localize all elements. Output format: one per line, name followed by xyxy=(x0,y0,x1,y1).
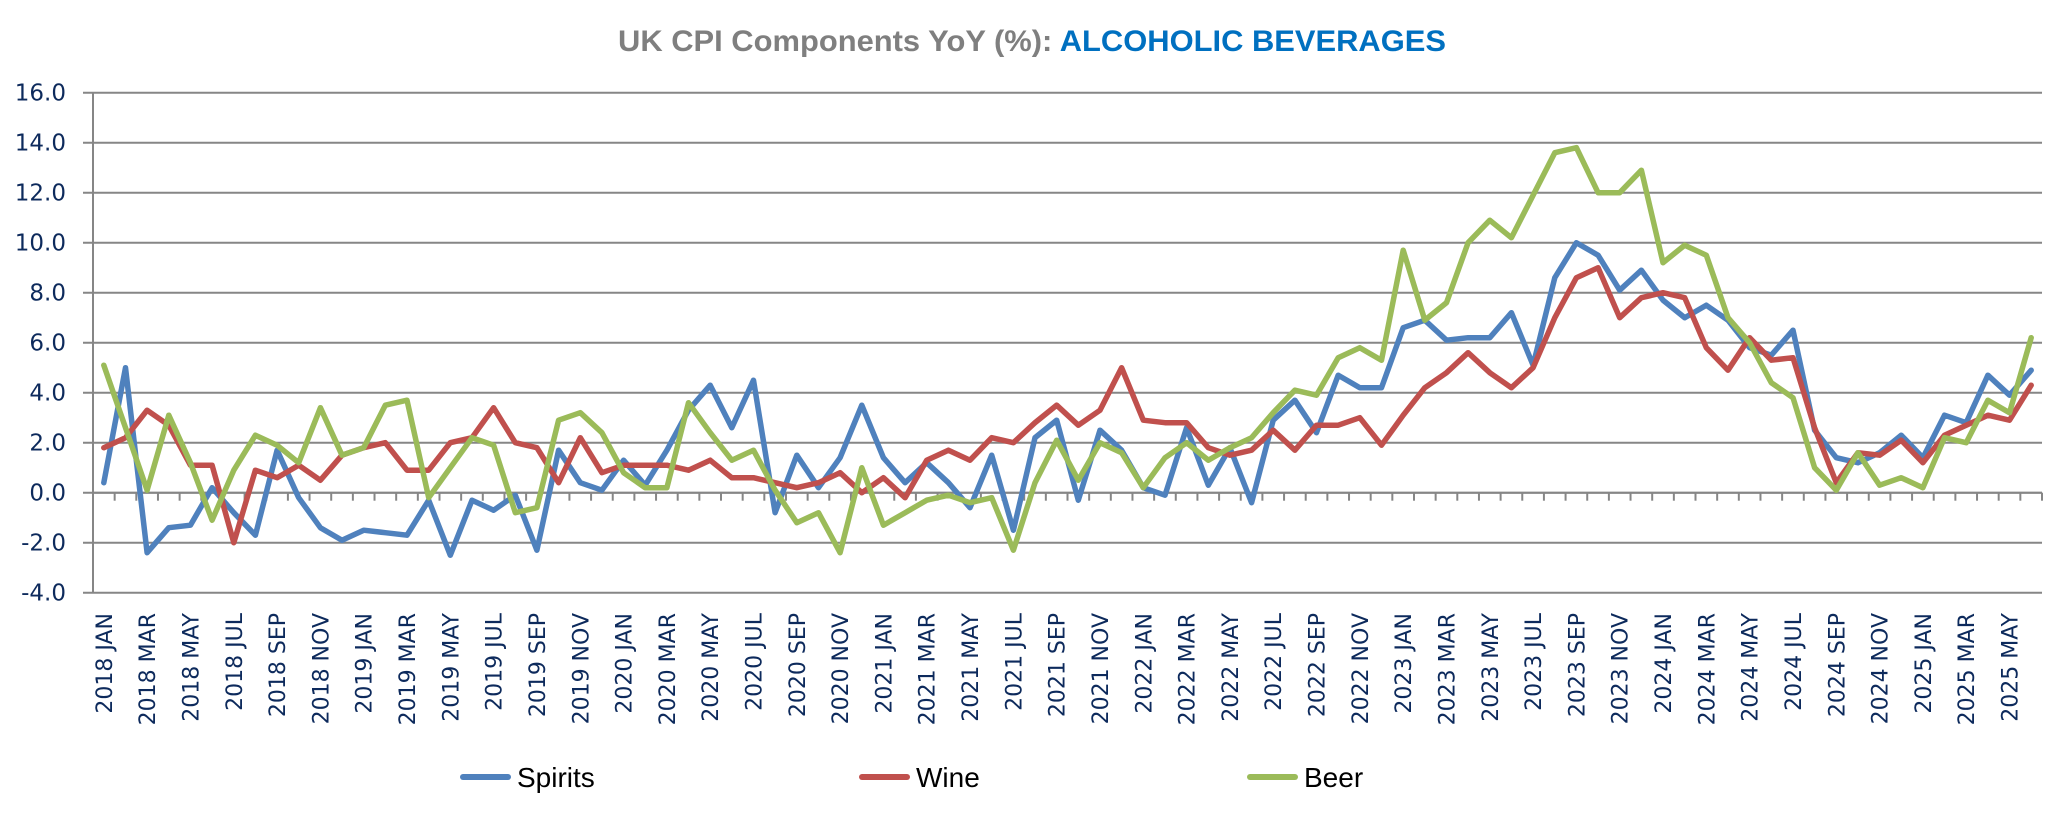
x-tick-label: 2023 SEP xyxy=(1565,613,1590,717)
series-beer xyxy=(101,144,2034,556)
y-tick-label: 0.0 xyxy=(29,481,66,507)
y-tick-label: 16.0 xyxy=(15,81,66,107)
x-tick-label: 2018 JUL xyxy=(223,612,248,711)
legend-item-wine: Wine xyxy=(859,762,980,793)
series-lines xyxy=(101,144,2034,558)
y-tick-label: 14.0 xyxy=(15,131,66,157)
x-tick-label: 2019 NOV xyxy=(569,613,594,724)
x-tick-label: 2023 MAY xyxy=(1479,612,1504,721)
y-tick-label: 10.0 xyxy=(15,231,66,257)
y-tick-label: 8.0 xyxy=(29,281,66,307)
x-tick-label: 2025 JAN xyxy=(1912,613,1937,714)
x-tick-label: 2025 MAR xyxy=(1955,613,1980,725)
x-tick-label: 2021 JUL xyxy=(1002,612,1027,711)
x-tick-label: 2020 NOV xyxy=(829,613,854,724)
legend-item-spirits: Spirits xyxy=(460,762,595,793)
x-tick-label: 2018 NOV xyxy=(309,613,334,724)
x-tick-label: 2024 SEP xyxy=(1825,613,1850,717)
x-tick-label: 2019 MAR xyxy=(396,613,421,725)
y-tick-label: -4.0 xyxy=(21,581,66,607)
series-line-beer xyxy=(101,144,2034,556)
x-tick-label: 2019 JAN xyxy=(353,613,378,714)
x-tick-label: 2018 SEP xyxy=(266,613,291,717)
x-tick-label: 2023 JUL xyxy=(1522,612,1547,711)
legend-label: Beer xyxy=(1304,762,1363,793)
y-tick-label: 4.0 xyxy=(29,381,66,407)
x-tick-label: 2020 JAN xyxy=(613,613,638,714)
x-tick-label: 2020 JUL xyxy=(742,612,767,711)
x-tick-label: 2021 JAN xyxy=(872,613,897,714)
x-tick-label: 2020 MAR xyxy=(656,613,681,725)
y-tick-label: 2.0 xyxy=(29,431,66,457)
chart-title-highlight: ALCOHOLIC BEVERAGES xyxy=(1060,25,1446,58)
x-tick-label: 2021 MAR xyxy=(916,613,941,725)
chart-title-main: UK CPI Components YoY (%): xyxy=(618,25,1060,58)
x-tick-label: 2022 JAN xyxy=(1132,613,1157,714)
x-tick-label: 2021 NOV xyxy=(1089,613,1114,724)
x-tick-label: 2024 NOV xyxy=(1869,613,1894,724)
x-tick-label: 2020 SEP xyxy=(786,613,811,717)
x-tick-label: 2022 NOV xyxy=(1349,613,1374,724)
legend-label: Spirits xyxy=(517,762,595,793)
x-tick-label: 2019 MAY xyxy=(439,612,464,721)
x-tick-label: 2018 MAY xyxy=(179,612,204,721)
x-tick-label: 2021 SEP xyxy=(1046,613,1071,717)
x-tick-label: 2022 MAY xyxy=(1219,612,1244,721)
y-axis-ticks: 16.0 14.0 12.0 10.0 8.0 6.0 4.0 2.0 0.0 -2.0 -4.0 xyxy=(15,81,66,607)
y-tick-label: 6.0 xyxy=(29,331,66,357)
x-tick-label: 2021 MAY xyxy=(959,612,984,721)
x-tick-label: 2023 JAN xyxy=(1392,613,1417,714)
chart-title: UK CPI Components YoY (%): ALCOHOLIC BEV… xyxy=(618,25,1446,58)
x-tick-label: 2023 MAR xyxy=(1435,613,1460,725)
y-tick-label: -2.0 xyxy=(21,531,66,557)
x-tick-label: 2019 SEP xyxy=(526,613,551,717)
x-tick-label: 2024 MAY xyxy=(1739,612,1764,721)
x-tick-label: 2019 JUL xyxy=(483,612,508,711)
x-tick-label: 2023 NOV xyxy=(1609,613,1634,724)
legend-item-beer: Beer xyxy=(1247,762,1363,793)
series-spirits xyxy=(101,239,2034,558)
x-tick-label: 2025 MAY xyxy=(1999,612,2024,721)
series-line-spirits xyxy=(101,239,2034,558)
y-tick-label: 12.0 xyxy=(15,181,66,207)
x-tick-label: 2018 JAN xyxy=(93,613,118,714)
axes xyxy=(92,92,2043,593)
x-tick-label: 2024 JUL xyxy=(1782,612,1807,711)
x-tick-label: 2022 MAR xyxy=(1176,613,1201,725)
legend: Spirits Wine Beer xyxy=(460,762,1363,793)
x-tick-label: 2018 MAR xyxy=(136,613,161,725)
x-tick-label: 2022 SEP xyxy=(1306,613,1331,717)
x-tick-label: 2022 JUL xyxy=(1262,612,1287,711)
x-tick-label: 2024 JAN xyxy=(1652,613,1677,714)
x-tick-label: 2024 MAR xyxy=(1695,613,1720,725)
x-axis-ticks: 2018 JAN 2018 MAR 2018 MAY 2018 JUL 2018 SEP… xyxy=(93,612,2024,725)
legend-label: Wine xyxy=(916,762,980,793)
x-tick-label: 2020 MAY xyxy=(699,612,724,721)
